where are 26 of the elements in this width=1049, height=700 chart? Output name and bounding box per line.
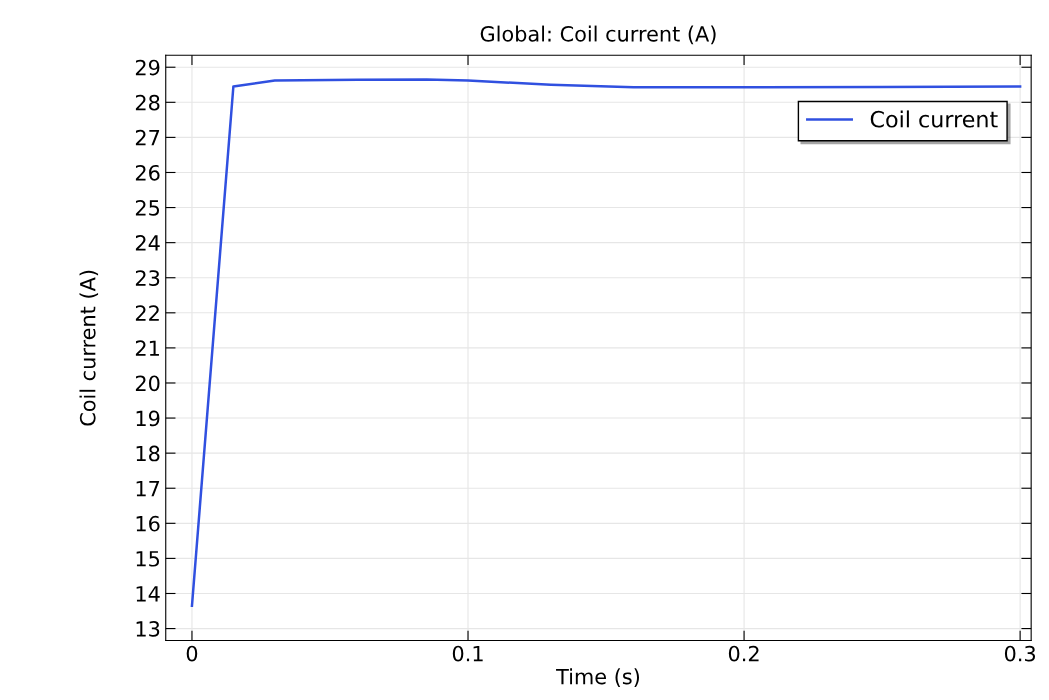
y-axis-title: Coil current (A) (79, 270, 99, 426)
y-tick-label: 28 (135, 94, 160, 111)
y-tick-label: 21 (135, 340, 159, 356)
y-tick-label: 20 (135, 375, 160, 392)
legend-label: Coil current (870, 110, 998, 128)
x-tick-label: 0.1 (452, 645, 483, 662)
y-tick-label: 22 (135, 305, 159, 321)
y-tick-label: 26 (135, 164, 160, 181)
y-tick-label: 29 (135, 59, 160, 76)
x-tick-label: 0.2 (728, 645, 759, 662)
line-series (190, 78, 1022, 608)
y-tick-label: 27 (135, 129, 160, 146)
y-tick-label: 19 (136, 410, 160, 427)
y-tick-label: 15 (136, 551, 160, 567)
chart-title: Global: Coil current (A) (480, 25, 716, 45)
y-tick-label: 23 (135, 270, 160, 286)
x-tick-label: 0.3 (1004, 645, 1036, 662)
y-tick-label: 13 (136, 621, 160, 637)
y-tick-label: 25 (135, 200, 160, 216)
y-tick-label: 16 (136, 515, 160, 532)
y-tick-label: 18 (136, 445, 160, 462)
y-tick-label: 24 (135, 235, 160, 251)
x-tick-label: 0 (186, 645, 198, 662)
x-axis-title: Time (s) (556, 668, 640, 687)
y-tick-label: 17 (136, 480, 160, 497)
y-tick-label: 14 (136, 586, 160, 602)
